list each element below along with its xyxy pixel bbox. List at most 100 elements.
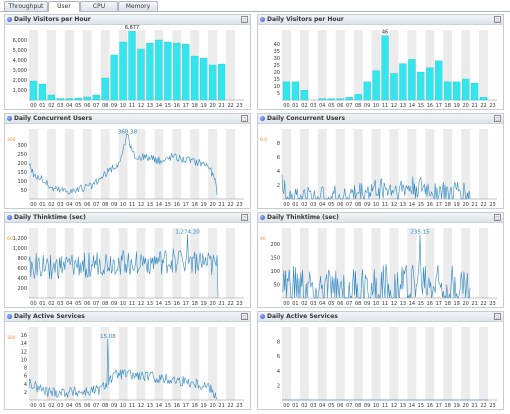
hour-stripe	[190, 327, 200, 400]
threshold-marker: 300	[7, 137, 16, 143]
maximize-icon[interactable]: □	[241, 16, 248, 23]
x-tick-label: 04	[66, 202, 72, 208]
tab-cpu[interactable]: CPU	[80, 1, 118, 11]
y-tick-label: 25	[274, 63, 280, 69]
x-tick-label: 12	[138, 403, 144, 409]
chart-icon	[260, 116, 265, 121]
hour-stripe	[353, 129, 363, 199]
hour-stripe	[443, 228, 453, 298]
y-tick-label: 8	[277, 141, 280, 147]
x-tick-label: 23	[236, 202, 242, 208]
x-tick-label: 18	[445, 403, 451, 409]
chart-icon	[7, 314, 12, 319]
maximize-icon[interactable]: □	[494, 16, 501, 23]
x-tick-label: 06	[337, 103, 343, 109]
x-tick-label: 02	[48, 301, 54, 307]
series-line	[28, 133, 218, 196]
maximize-icon[interactable]: □	[241, 115, 248, 122]
x-tick-label: 13	[147, 103, 153, 109]
x-tick-label: 10	[120, 301, 126, 307]
x-tick-label: 23	[236, 103, 242, 109]
hour-stripe	[371, 129, 381, 199]
x-tick-label: 18	[192, 103, 198, 109]
bar	[417, 71, 425, 101]
x-tick-label: 14	[156, 301, 162, 307]
x-tick-label: 01	[39, 301, 45, 307]
bar	[182, 43, 190, 101]
tab-bar: Throughput User CPU Memory	[0, 0, 510, 12]
maximize-icon[interactable]: □	[494, 115, 501, 122]
bar	[83, 96, 91, 101]
x-tick-label: 10	[120, 202, 126, 208]
y-tick-label: 4	[277, 369, 280, 375]
x-tick-label: 08	[102, 301, 108, 307]
x-tick-label: 13	[400, 202, 406, 208]
maximize-icon[interactable]: □	[494, 313, 501, 320]
y-tick-label: 30	[274, 56, 280, 62]
x-tick-label: 19	[201, 103, 207, 109]
x-tick-label: 23	[236, 301, 242, 307]
x-tick-label: 12	[391, 301, 397, 307]
x-tick-label: 13	[147, 202, 153, 208]
hour-stripe	[389, 129, 399, 199]
peak-label: 6,877	[125, 25, 139, 31]
x-tick-label: 02	[48, 103, 54, 109]
x-tick-label: 10	[373, 103, 379, 109]
hour-stripe	[82, 30, 92, 100]
hour-stripe	[353, 228, 363, 298]
panel-title: Daily Thinktime (sec)	[267, 214, 339, 221]
bar	[453, 81, 461, 101]
bar	[470, 83, 479, 101]
x-tick-label: 18	[192, 301, 198, 307]
x-tick-label: 16	[174, 202, 180, 208]
hour-stripe	[425, 228, 435, 298]
x-tick-label: 23	[489, 403, 495, 409]
y-tick-label: 1,200	[13, 236, 27, 242]
y-tick-label: 4	[277, 169, 280, 175]
hour-stripe	[190, 129, 200, 199]
maximize-icon[interactable]: □	[494, 214, 501, 221]
x-tick-label: 07	[93, 403, 99, 409]
y-tick-label: 6	[277, 155, 280, 161]
x-tick-label: 22	[480, 403, 486, 409]
hour-stripe	[29, 228, 38, 298]
bar	[399, 63, 407, 101]
hour-stripe	[172, 327, 182, 400]
x-tick-label: 08	[355, 403, 361, 409]
x-tick-label: 09	[111, 403, 117, 409]
x-tick-label: 01	[39, 202, 45, 208]
x-tick-label: 14	[409, 301, 415, 307]
hour-stripe	[172, 129, 182, 199]
x-tick-label: 01	[292, 202, 298, 208]
hour-stripe	[461, 129, 471, 199]
x-tick-label: 12	[138, 202, 144, 208]
y-tick-label: 100	[17, 179, 27, 185]
tab-user[interactable]: User	[48, 1, 80, 12]
maximize-icon[interactable]: □	[241, 214, 248, 221]
x-tick-label: 04	[319, 301, 325, 307]
x-tick-label: 03	[57, 301, 63, 307]
x-tick-label: 18	[445, 103, 451, 109]
x-tick-label: 19	[201, 202, 207, 208]
x-tick-label: 09	[364, 103, 370, 109]
maximize-icon[interactable]: □	[241, 313, 248, 320]
panel-title: Daily Concurrent Users	[267, 115, 346, 122]
x-tick-label: 15	[418, 103, 424, 109]
x-tick-label: 11	[382, 202, 388, 208]
x-tick-label: 22	[480, 301, 486, 307]
tab-memory[interactable]: Memory	[118, 1, 158, 11]
x-tick-label: 09	[111, 103, 117, 109]
x-tick-label: 21	[471, 301, 477, 307]
panel-header: Daily Thinktime (sec) □	[258, 213, 503, 223]
hour-stripe	[154, 327, 164, 400]
hour-stripe	[353, 327, 363, 400]
panel-title: Daily Thinktime (sec)	[14, 214, 86, 221]
tab-throughput[interactable]: Throughput	[4, 1, 48, 11]
x-tick-label: 12	[391, 202, 397, 208]
bar	[110, 54, 118, 101]
y-tick-label: 14	[21, 341, 27, 347]
x-tick-label: 15	[418, 403, 424, 409]
hour-stripe	[226, 327, 236, 400]
y-tick-label: 600	[17, 266, 27, 272]
